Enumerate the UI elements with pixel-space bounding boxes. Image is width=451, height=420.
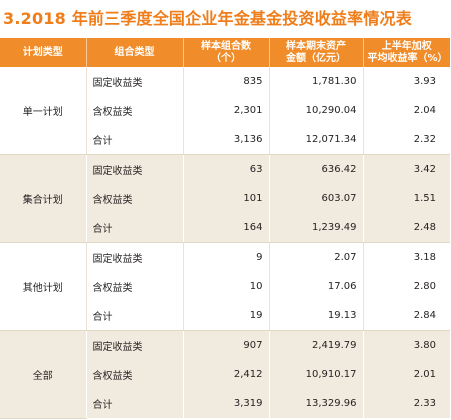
- header-return-rate: 上半年加权 平均收益率（%）: [363, 38, 450, 67]
- header-plan-type: 计划类型: [0, 38, 87, 67]
- count-cell: 63: [183, 154, 270, 184]
- combo-cell: 合计: [86, 301, 184, 331]
- assets-cell: 1,239.49: [269, 213, 364, 243]
- assets-cell: 17.06: [269, 272, 364, 301]
- rate-cell: 2.48: [363, 213, 450, 243]
- rate-cell: 1.51: [363, 184, 450, 213]
- count-cell: 9: [183, 242, 270, 272]
- assets-cell: 2,419.79: [269, 330, 364, 360]
- assets-cell: 2.07: [269, 242, 364, 272]
- table-row: 含权益类 2,412 10,910.17 2.01: [0, 360, 450, 389]
- rate-cell: 2.84: [363, 301, 450, 331]
- combo-cell: 含权益类: [86, 360, 184, 389]
- combo-cell: 含权益类: [86, 184, 184, 213]
- combo-cell: 含权益类: [86, 96, 184, 125]
- count-cell: 835: [183, 67, 270, 96]
- combo-cell: 固定收益类: [86, 67, 184, 96]
- assets-cell: 1,781.30: [269, 67, 364, 96]
- assets-cell: 10,910.17: [269, 360, 364, 389]
- combo-cell: 合计: [86, 125, 184, 155]
- count-cell: 907: [183, 330, 270, 360]
- count-cell: 10: [183, 272, 270, 301]
- count-cell: 3,136: [183, 125, 270, 155]
- returns-table: 计划类型 组合类型 样本组合数 （个） 样本期末资产 金额（亿元） 上半年加权 …: [0, 38, 450, 419]
- rate-cell: 2.80: [363, 272, 450, 301]
- assets-cell: 10,290.04: [269, 96, 364, 125]
- plan-cell: 其他计划: [0, 242, 87, 331]
- header-combo-type: 组合类型: [86, 38, 184, 67]
- rate-cell: 3.80: [363, 330, 450, 360]
- plan-cell: 集合计划: [0, 154, 87, 243]
- combo-cell: 固定收益类: [86, 242, 184, 272]
- combo-cell: 固定收益类: [86, 154, 184, 184]
- assets-cell: 19.13: [269, 301, 364, 331]
- count-cell: 2,301: [183, 96, 270, 125]
- count-cell: 2,412: [183, 360, 270, 389]
- table-row: 合计 164 1,239.49 2.48: [0, 213, 450, 243]
- header-sample-count-label: 样本组合数 （个）: [201, 40, 251, 64]
- header-row: 计划类型 组合类型 样本组合数 （个） 样本期末资产 金额（亿元） 上半年加权 …: [0, 38, 450, 67]
- page-title: 3.2018 年前三季度全国企业年金基金投资收益率情况表: [3, 9, 412, 28]
- plan-cell: 单一计划: [0, 67, 87, 155]
- plan-cell: 全部: [0, 330, 87, 419]
- rate-cell: 2.04: [363, 96, 450, 125]
- table-row: 其他计划 固定收益类 9 2.07 3.18: [0, 242, 450, 331]
- table-row: 合计 19 19.13 2.84: [0, 301, 450, 331]
- table-row: 单一计划 固定收益类 835 1,781.30 3.93: [0, 67, 450, 155]
- header-assets-label: 样本期末资产 金额（亿元）: [286, 40, 346, 64]
- count-cell: 19: [183, 301, 270, 331]
- header-sample-count: 样本组合数 （个）: [183, 38, 270, 67]
- table-row: 集合计划 固定收益类 63 636.42 3.42: [0, 154, 450, 243]
- table-row: 合计 3,319 13,329.96 2.33: [0, 389, 450, 418]
- assets-cell: 603.07: [269, 184, 364, 213]
- header-return-rate-label: 上半年加权 平均收益率（%）: [367, 40, 448, 64]
- combo-cell: 合计: [86, 213, 184, 243]
- table-row: 全部 固定收益类 907 2,419.79 3.80: [0, 330, 450, 419]
- table-row: 含权益类 2,301 10,290.04 2.04: [0, 96, 450, 125]
- assets-cell: 13,329.96: [269, 389, 364, 418]
- rate-cell: 2.01: [363, 360, 450, 389]
- assets-cell: 636.42: [269, 154, 364, 184]
- count-cell: 164: [183, 213, 270, 243]
- header-assets: 样本期末资产 金额（亿元）: [269, 38, 364, 67]
- table-row: 含权益类 101 603.07 1.51: [0, 184, 450, 213]
- table-row: 含权益类 10 17.06 2.80: [0, 272, 450, 301]
- rate-cell: 3.18: [363, 242, 450, 272]
- combo-cell: 合计: [86, 389, 184, 418]
- rate-cell: 2.33: [363, 389, 450, 418]
- table-row: 合计 3,136 12,071.34 2.32: [0, 125, 450, 155]
- rate-cell: 3.93: [363, 67, 450, 96]
- combo-cell: 固定收益类: [86, 330, 184, 360]
- count-cell: 101: [183, 184, 270, 213]
- rate-cell: 2.32: [363, 125, 450, 155]
- combo-cell: 含权益类: [86, 272, 184, 301]
- count-cell: 3,319: [183, 389, 270, 418]
- rate-cell: 3.42: [363, 154, 450, 184]
- assets-cell: 12,071.34: [269, 125, 364, 155]
